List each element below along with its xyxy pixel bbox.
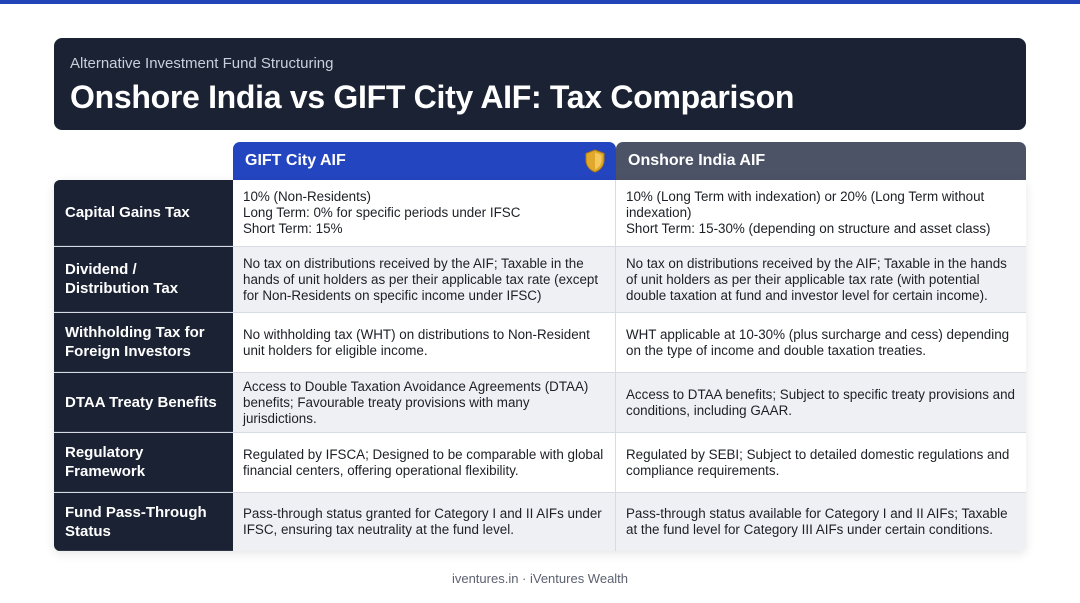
- row-label: Dividend / Distribution Tax: [54, 247, 233, 312]
- table-row: Withholding Tax for Foreign Investors No…: [54, 313, 1026, 373]
- table-row: Fund Pass-Through Status Pass-through st…: [54, 493, 1026, 551]
- table-body: Capital Gains Tax 10% (Non-Residents) Lo…: [54, 180, 1026, 551]
- cell-gift: Pass-through status granted for Category…: [233, 493, 616, 551]
- cell-gift-text: Pass-through status granted for Category…: [243, 506, 602, 537]
- cell-gift: No withholding tax (WHT) on distribution…: [233, 313, 616, 372]
- page-title: Onshore India vs GIFT City AIF: Tax Comp…: [70, 79, 795, 115]
- table-row: Dividend / Distribution Tax No tax on di…: [54, 247, 1026, 313]
- cell-onshore: Pass-through status available for Catego…: [616, 493, 1026, 551]
- page-subtitle: Alternative Investment Fund Structuring: [70, 55, 334, 72]
- cell-onshore: WHT applicable at 10-30% (plus surcharge…: [616, 313, 1026, 372]
- table-row: Regulatory Framework Regulated by IFSCA;…: [54, 433, 1026, 493]
- footer-credit: iventures.in · iVentures Wealth: [451, 571, 629, 586]
- cell-gift-text: No withholding tax (WHT) on distribution…: [243, 326, 590, 358]
- cell-gift: Regulated by IFSCA; Designed to be compa…: [233, 433, 616, 492]
- header-banner: Alternative Investment Fund Structuring …: [54, 38, 1026, 130]
- row-label: Fund Pass-Through Status: [54, 493, 233, 551]
- cell-onshore-text: Access to DTAA benefits; Subject to spec…: [626, 386, 1016, 418]
- cell-gift-text: Access to Double Taxation Avoidance Agre…: [243, 378, 589, 426]
- table-row: DTAA Treaty Benefits Access to Double Ta…: [54, 373, 1026, 433]
- row-label: Regulatory Framework: [54, 433, 233, 492]
- table-row: Capital Gains Tax 10% (Non-Residents) Lo…: [54, 180, 1026, 247]
- cell-onshore-text: No tax on distributions received by the …: [626, 255, 1007, 303]
- cell-gift: Access to Double Taxation Avoidance Agre…: [233, 373, 616, 432]
- row-label: Capital Gains Tax: [54, 180, 233, 246]
- cell-onshore-text: Regulated by SEBI; Subject to detailed d…: [626, 446, 1010, 478]
- row-label: Withholding Tax for Foreign Investors: [54, 313, 233, 372]
- shield-icon: [585, 149, 605, 173]
- comparison-table: GIFT City AIF Onshore India AIF Capital …: [54, 142, 1026, 551]
- row-label: DTAA Treaty Benefits: [54, 373, 233, 432]
- cell-onshore: 10% (Long Term with indexation) or 20% (…: [616, 180, 1026, 246]
- cell-gift-text: 10% (Non-Residents) Long Term: 0% for sp…: [243, 189, 521, 236]
- column-header-gift-city: GIFT City AIF: [233, 142, 616, 180]
- cell-onshore: Regulated by SEBI; Subject to detailed d…: [616, 433, 1026, 492]
- cell-gift-text: No tax on distributions received by the …: [243, 255, 599, 303]
- cell-onshore: No tax on distributions received by the …: [616, 247, 1026, 312]
- top-accent-stripe: [0, 0, 1080, 4]
- column-header-gift-city-label: GIFT City AIF: [245, 152, 346, 169]
- cell-onshore: Access to DTAA benefits; Subject to spec…: [616, 373, 1026, 432]
- cell-onshore-text: Pass-through status available for Catego…: [626, 506, 1008, 537]
- cell-gift: No tax on distributions received by the …: [233, 247, 616, 312]
- column-header-onshore-india: Onshore India AIF: [616, 142, 1026, 180]
- cell-gift: 10% (Non-Residents) Long Term: 0% for sp…: [233, 180, 616, 246]
- cell-onshore-text: WHT applicable at 10-30% (plus surcharge…: [626, 326, 1010, 358]
- cell-onshore-text: 10% (Long Term with indexation) or 20% (…: [626, 189, 991, 236]
- cell-gift-text: Regulated by IFSCA; Designed to be compa…: [243, 446, 604, 478]
- column-header-onshore-india-label: Onshore India AIF: [628, 152, 766, 169]
